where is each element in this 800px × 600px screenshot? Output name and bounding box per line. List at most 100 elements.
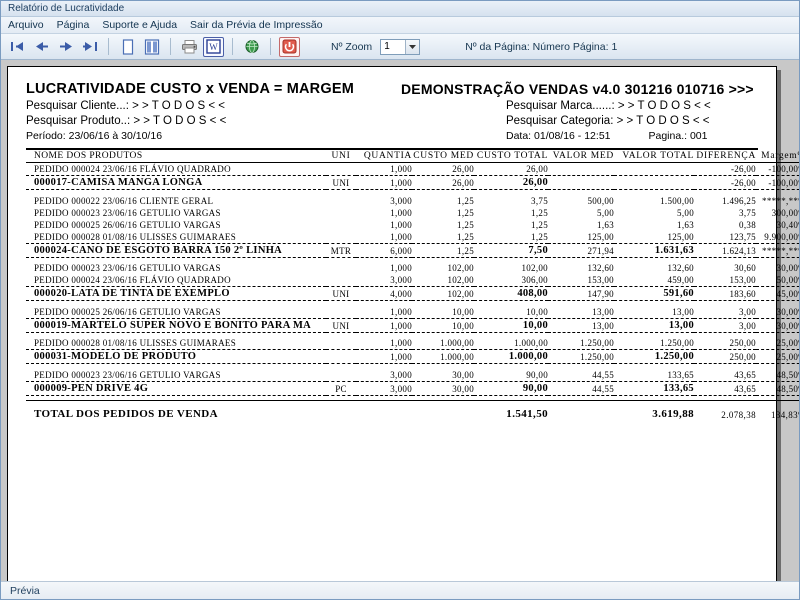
cell-vtot: 1.500,00 [660,195,694,206]
table-row: PEDIDO 000023 23/06/16 GETULIO VARGAS 3,0… [26,369,799,381]
report-title-left: LUCRATIVIDADE CUSTO x VENDA = MARGEM [26,81,354,97]
menu-item-pagina[interactable]: Página [56,19,90,31]
cell-uni [326,231,356,243]
cell-vmed: 13,00 [592,306,614,317]
cell-uni [326,207,356,219]
cell-dif: 0,38 [739,219,756,230]
close-preview-icon[interactable] [279,36,300,57]
cell-marg: 45,00% [776,289,799,299]
cell-dif: 3,00 [739,306,756,317]
cell-vmed: 1.250,00 [580,352,614,362]
cell-name: PEDIDO 000025 26/06/16 GETULIO VARGAS [34,306,221,317]
cell-cmed: 1,25 [457,207,474,218]
cell-uni [326,262,356,274]
report-page: LUCRATIVIDADE CUSTO x VENDA = MARGEM Pes… [7,66,799,581]
cell-qtd: 1,000 [390,164,412,174]
cell-marg: 48,50% [776,369,799,380]
cell-name: PEDIDO 000028 01/08/16 ULISSES GUIMARAES [34,338,237,348]
col-nome-dos-produtos: NOME DOS PRODUTOS [26,150,326,163]
table-row: PEDIDO 000024 23/06/16 FLÁVIO QUADRADO 3,… [26,274,799,286]
cell-qtd: 6,000 [390,245,412,256]
cell-name: PEDIDO 000022 23/06/16 CLIENTE GERAL [34,195,214,206]
cell-marg: 48,50% [776,383,799,394]
cell-qtd [356,401,412,421]
cell-cmed: 10,00 [452,320,474,331]
col-custo-med: CUSTO MED [412,150,474,163]
cell-qtd: 1,000 [390,263,412,273]
divider [26,189,799,190]
table-row: PEDIDO 000023 23/06/16 GETULIO VARGAS 1,0… [26,207,799,219]
report-header: LUCRATIVIDADE CUSTO x VENDA = MARGEM Pes… [26,81,758,142]
report-table: NOME DOS PRODUTOS UNI QUANTIA CUSTO MED … [26,150,799,421]
cell-name: PEDIDO 000025 26/06/16 GETULIO VARGAS [34,219,221,230]
web-export-icon[interactable] [241,37,262,57]
preview-area[interactable]: LUCRATIVIDADE CUSTO x VENDA = MARGEM Pes… [1,60,799,581]
table-row: PEDIDO 000025 26/06/16 GETULIO VARGAS 1,0… [26,219,799,231]
cell-ctot: 306,00 [521,275,548,285]
cell-name: 000020-LATA DE TINTA DE EXEMPLO [34,288,230,299]
cell-uni [326,274,356,286]
last-page-icon[interactable] [79,37,100,57]
cell-cmed: 1,25 [457,231,474,242]
cell-qtd: 3,000 [390,195,412,206]
cell-name: 000017-CAMISA MANGA LONGA [34,177,203,188]
table-row-subtotal: 000017-CAMISA MANGA LONGA UNI 1,000 26,00 26… [26,176,799,190]
col-diferenca: DIFERENÇA [694,150,756,163]
report-date-page-line: Data: 01/08/16 - 12:51 Pagina.: 001 [401,130,758,142]
cell-marg: 25,00% [776,338,799,348]
cell-vtot: 1.250,00 [654,351,694,362]
cell-vmed [548,163,614,176]
cell-marg: 300,00% [771,207,799,218]
cell-vtot: 1,63 [677,219,694,230]
cell-ctot: 102,00 [521,263,548,273]
first-page-icon[interactable] [7,37,28,57]
cell-name: PEDIDO 000023 23/06/16 GETULIO VARGAS [34,207,221,218]
two-page-icon[interactable] [141,37,162,57]
word-export-icon[interactable]: W [203,36,224,57]
cell-name: 000024-CANO DE ESGOTO BARRA 150 2º LINHA [34,244,283,256]
divider [26,175,799,176]
cell-vmed: 44,55 [592,383,614,394]
cell-qtd: 1,000 [390,338,412,348]
cell-name: 000031-MODELO DE PRODUTO [34,351,197,362]
cell-ctot: 1.000,00 [508,351,548,362]
cell-ctot: 26,00 [522,177,548,188]
cell-vtot [614,163,694,176]
report-title-right: DEMONSTRAÇÃO VENDAS v4.0 301216 010716 >… [401,81,754,97]
table-row: PEDIDO 000025 26/06/16 GETULIO VARGAS 1,0… [26,306,799,318]
cell-uni [326,337,356,349]
filter-cliente: Pesquisar Cliente...: > > T O D O S < < [26,100,226,112]
cell-vmed: 1.250,00 [580,338,614,348]
total-divider [26,399,799,401]
zoom-select[interactable]: 1 [380,38,421,55]
cell-qtd: 1,000 [390,320,412,331]
cell-vmed: 1,63 [597,219,614,230]
cell-cmed: 30,00 [452,383,474,394]
print-icon[interactable] [179,37,200,57]
menu-item-suporte-e-ajuda[interactable]: Suporte e Ajuda [102,19,178,31]
cell-dif: 3,75 [739,207,756,218]
cell-vmed: 500,00 [587,195,614,206]
cell-marg: 30,00% [776,306,799,317]
cell-uni [326,350,356,364]
dashed-divider [26,256,799,258]
cell-vtot: 13,00 [672,306,694,317]
cell-uni [326,401,356,421]
next-page-icon[interactable] [55,37,76,57]
dashed-divider [26,242,799,244]
cell-dif: 3,00 [739,320,756,331]
cell-name: PEDIDO 000024 23/06/16 FLÁVIO QUADRADO [34,275,231,285]
dashed-divider [26,331,799,333]
menu-item-sair-da-previa[interactable]: Sair da Prévia de Impressão [190,19,323,31]
cell-dif: 1.624,13 [722,245,756,256]
cell-vtot: 3.619,88 [652,407,694,420]
previous-page-icon[interactable] [31,37,52,57]
chevron-down-icon[interactable] [405,39,420,54]
report-periodo: Período: 23/06/16 à 30/10/16 [26,130,163,142]
divider [26,399,799,401]
menu-item-arquivo[interactable]: Arquivo [8,19,44,31]
table-row: PEDIDO 000023 23/06/16 GETULIO VARGAS 1,0… [26,262,799,274]
cell-ctot: 1.541,50 [506,407,548,420]
single-page-icon[interactable] [117,37,138,57]
